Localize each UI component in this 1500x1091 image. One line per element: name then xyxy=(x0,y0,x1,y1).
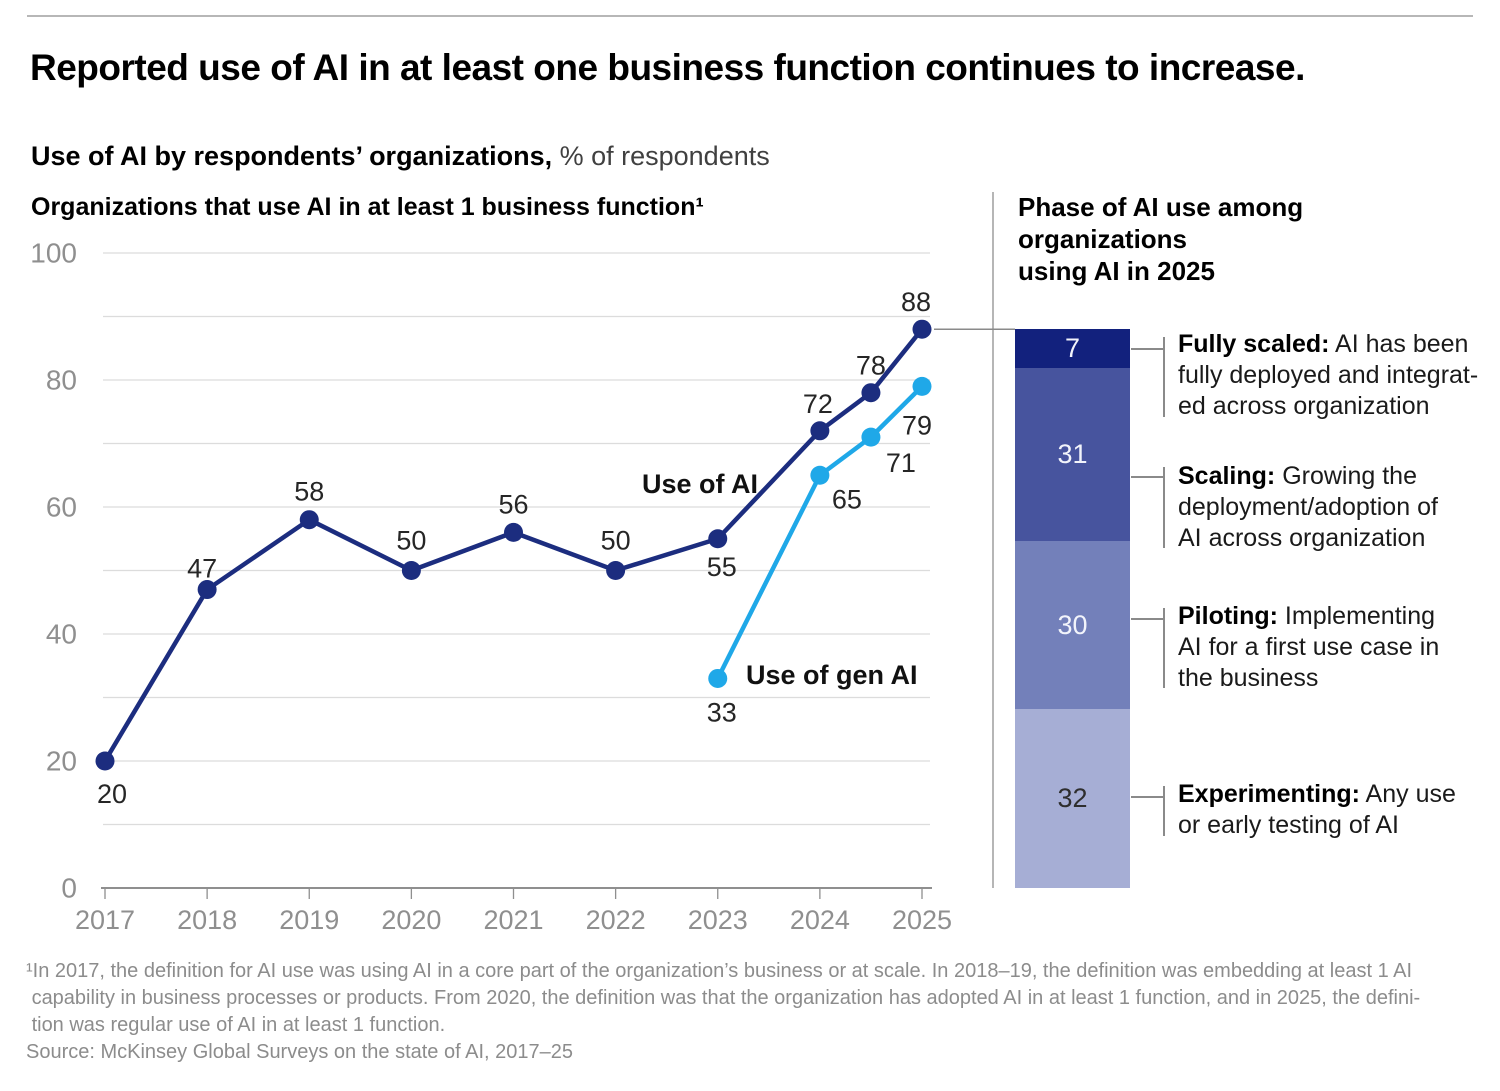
data-label: 88 xyxy=(901,287,931,317)
data-label: 71 xyxy=(886,448,916,478)
data-label: 78 xyxy=(856,351,886,381)
bar-segment-experimenting: 32 xyxy=(1015,709,1130,888)
x-tick-label: 2025 xyxy=(892,905,952,935)
data-point xyxy=(197,580,217,600)
callout-connector-line xyxy=(1131,796,1164,798)
data-point xyxy=(861,427,881,447)
bar-segment-piloting: 30 xyxy=(1015,541,1130,710)
callout-desc: Growing the deployment/adoption of AI ac… xyxy=(1178,462,1438,552)
page-title: Reported use of AI in at least one busin… xyxy=(30,47,1305,88)
subtitle-unit: % of respondents xyxy=(552,141,770,171)
data-point xyxy=(861,383,881,403)
series-line xyxy=(715,384,925,681)
y-tick-label: 40 xyxy=(46,619,77,650)
data-point xyxy=(912,376,932,396)
data-label: 65 xyxy=(832,484,862,514)
data-label: 33 xyxy=(707,697,737,727)
data-point xyxy=(504,522,523,542)
callout-tick-line xyxy=(1163,786,1165,836)
series-line xyxy=(102,326,925,764)
data-label: 50 xyxy=(601,526,631,556)
y-tick-label: 80 xyxy=(46,365,77,396)
callout-piloting: Piloting: Implementing AI for a first us… xyxy=(1178,601,1490,694)
series-label: Use of AI xyxy=(642,469,758,499)
callout-scaling: Scaling: Growing the deployment/adoption… xyxy=(1178,461,1490,554)
callout-tick-line xyxy=(1163,337,1165,417)
data-label: 58 xyxy=(294,477,324,507)
footnote: ¹In 2017, the definition for AI use was … xyxy=(26,960,1421,1036)
callout-lead: Scaling: xyxy=(1178,462,1276,490)
data-point xyxy=(708,668,728,688)
data-point xyxy=(810,421,830,441)
callout-connector-line xyxy=(1131,618,1164,620)
bar-segment-value: 32 xyxy=(1057,783,1088,814)
callout-fully-scaled: Fully scaled: AI has been fully deployed… xyxy=(1178,329,1490,422)
series-label: Use of gen AI xyxy=(746,660,918,690)
callout-lead: Fully scaled: xyxy=(1178,330,1330,358)
left-chart-heading: Organizations that use AI in at least 1 … xyxy=(31,193,704,221)
data-label: 55 xyxy=(707,552,737,582)
data-point xyxy=(912,319,932,339)
callout-connector-line xyxy=(1131,348,1164,350)
source-line: Source: McKinsey Global Surveys on the s… xyxy=(26,1041,573,1063)
y-tick-label: 20 xyxy=(46,746,77,777)
callout-lead: Piloting: xyxy=(1178,602,1278,630)
data-label: 79 xyxy=(902,410,932,440)
data-label: 20 xyxy=(97,779,127,809)
x-tick-label: 2024 xyxy=(790,905,850,935)
bar-segment-value: 31 xyxy=(1057,439,1088,470)
callout-tick-line xyxy=(1163,467,1165,548)
data-point xyxy=(95,751,115,771)
x-tick-label: 2018 xyxy=(177,905,237,935)
data-label: 47 xyxy=(187,554,217,584)
callout-lead: Experimenting: xyxy=(1178,780,1360,808)
data-label: 50 xyxy=(396,526,426,556)
y-tick-label: 0 xyxy=(61,873,77,904)
phase-stacked-bar: 7 31 30 32 xyxy=(1015,329,1130,888)
chart-subtitle: Use of AI by respondents’ organizations,… xyxy=(31,140,770,172)
subtitle-bold: Use of AI by respondents’ organizations, xyxy=(31,141,553,171)
x-tick-label: 2017 xyxy=(75,905,135,935)
data-point xyxy=(708,529,728,549)
callout-experimenting: Experimenting: Any use or early testing … xyxy=(1178,779,1490,841)
data-point xyxy=(606,561,626,580)
bar-segment-fully-scaled: 7 xyxy=(1015,329,1130,369)
data-point xyxy=(810,465,830,485)
bar-segment-value: 7 xyxy=(1064,333,1081,364)
x-tick-label: 2022 xyxy=(586,905,646,935)
y-tick-label: 60 xyxy=(46,492,77,523)
bar-segment-value: 30 xyxy=(1057,609,1088,640)
bar-segment-scaling: 31 xyxy=(1015,368,1130,542)
data-point xyxy=(401,561,421,580)
top-rule xyxy=(27,15,1473,17)
callout-desc: Implementing AI for a first use case in … xyxy=(1178,602,1440,692)
callout-desc: Any use or early testing of AI xyxy=(1178,780,1456,839)
x-tick-label: 2023 xyxy=(688,905,748,935)
callout-desc: AI has been fully deployed and integrat-… xyxy=(1178,330,1479,420)
data-label: 56 xyxy=(498,489,528,519)
x-tick-label: 2019 xyxy=(279,905,339,935)
data-label: 72 xyxy=(803,389,833,419)
callout-tick-line xyxy=(1163,608,1165,688)
data-point xyxy=(299,510,319,530)
callout-connector-line xyxy=(1131,476,1164,478)
x-tick-label: 2020 xyxy=(381,905,441,935)
y-tick-label: 100 xyxy=(30,238,77,269)
x-tick-label: 2021 xyxy=(483,905,543,935)
right-panel-heading: Phase of AI use among organizations usin… xyxy=(1018,192,1304,286)
